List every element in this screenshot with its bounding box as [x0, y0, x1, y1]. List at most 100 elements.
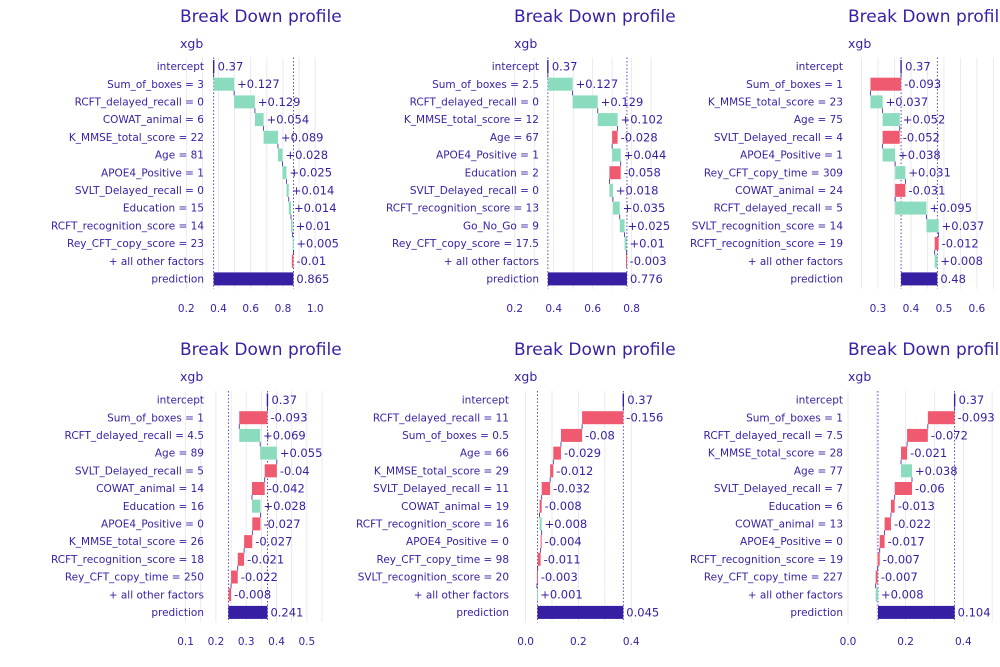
panel-3-contribution-bar [882, 148, 896, 162]
panel-5-variable-label: Sum_of_boxes = 0.5 [402, 430, 509, 442]
panel-3-variable-label: K_MMSE_total_score = 23 [708, 97, 843, 109]
panel-1-variable-label: RCFT_delayed_recall = 0 [75, 97, 204, 109]
panel-1-variable-label: Sum_of_boxes = 3 [107, 79, 204, 91]
panel-1-value-label: +0.01 [296, 219, 331, 233]
panel-2-variable-label: Education = 2 [465, 167, 539, 179]
panel-5-variable-label: SVLT_recognition_score = 20 [358, 572, 509, 584]
panel-2-variable-label: RCFT_recognition_score = 13 [386, 203, 539, 215]
panel-2-subtitle: xgb [514, 36, 537, 51]
panel-5-value-label: +0.001 [540, 588, 583, 602]
panel-3-contribution-bar [882, 113, 900, 127]
panel-5-value-label: -0.032 [553, 482, 590, 496]
panel-6-value-label: -0.022 [894, 517, 931, 531]
panel-5-title: Break Down profile [514, 340, 676, 360]
panel-5-value-label: -0.08 [585, 428, 615, 442]
panel-5-value-label: -0.012 [556, 464, 593, 478]
panel-2-value-label: +0.035 [623, 201, 666, 215]
panel-3-contribution-bar [882, 130, 900, 144]
panel-5-variable-label: prediction [456, 607, 509, 619]
panel-1-tick-label: 0.4 [210, 303, 227, 315]
panel-3-contribution-bar [895, 201, 927, 215]
panel-2-contribution-bar [597, 113, 618, 127]
panel-1-value-label: 0.37 [218, 60, 244, 74]
panel-5-contribution-bar [550, 464, 554, 478]
panel-3-contribution-bar [895, 166, 906, 180]
panel-3-value-label: -0.052 [903, 130, 940, 144]
panel-2-value-label: +0.018 [616, 183, 659, 197]
panel-1-contribution-bar [263, 130, 278, 144]
panel-4-contribution-bar [239, 428, 261, 442]
panel-5-subtitle: xgb [514, 369, 537, 384]
panel-2-tick-label: 0.8 [623, 303, 640, 315]
panel-4-value-label: -0.027 [263, 517, 300, 531]
panel-1-contribution-bar [291, 219, 293, 233]
panel-5-variable-label: RCFT_delayed_recall = 11 [373, 412, 509, 424]
panel-6-value-label: 0.37 [959, 393, 985, 407]
panel-2-variable-label: + all other factors [444, 256, 539, 268]
panel-4-contribution-bar [228, 588, 232, 602]
panel-4-value-label: -0.093 [270, 411, 307, 425]
panel-4-prediction-bar [228, 605, 268, 619]
panel-3-variable-label: prediction [790, 274, 843, 286]
panel-6-value-label: -0.072 [931, 428, 968, 442]
panel-1-value-label: +0.054 [267, 113, 310, 127]
panel-4-title: Break Down profile [180, 340, 342, 360]
panel-5-variable-label: RCFT_recognition_score = 16 [356, 519, 509, 531]
panel-5-tick-label: 0.0 [517, 636, 534, 648]
panel-6-tick-label: 0.4 [955, 636, 972, 648]
panel-2-variable-label: RCFT_delayed_recall = 0 [410, 97, 539, 109]
panel-4-tick-label: 0.5 [298, 636, 315, 648]
panel-3-variable-label: Age = 75 [794, 114, 843, 126]
panel-5-contribution-bar [536, 588, 538, 602]
panel-6-value-label: -0.013 [898, 499, 935, 513]
panel-4-contribution-bar [251, 482, 265, 495]
panel-4-value-label: +0.028 [263, 499, 306, 513]
panel-4-variable-label: Education = 16 [123, 501, 204, 513]
panel-5-contribution-bar [537, 552, 541, 566]
panel-6-variable-label: K_MMSE_total_score = 28 [708, 448, 843, 460]
panel-4-variable-label: K_MMSE_total_score = 26 [69, 536, 204, 548]
panel-1-contribution-bar [291, 254, 294, 268]
panel-4-variable-label: Rey_CFT_copy_time = 250 [65, 572, 204, 584]
panel-4-variable-label: Sum_of_boxes = 1 [107, 412, 204, 424]
panel-5-variable-label: K_MMSE_total_score = 29 [374, 465, 509, 477]
panel-6-value-label: -0.06 [915, 482, 945, 496]
panel-3-variable-label: COWAT_animal = 24 [735, 185, 843, 197]
panel-4-value-label: -0.027 [255, 535, 292, 549]
panel-1-value-label: +0.127 [237, 77, 280, 91]
panel-6-contribution-bar [907, 428, 928, 442]
panel-3-value-label: -0.012 [942, 237, 979, 251]
panel-5-value-label: -0.004 [545, 535, 582, 549]
panel-6-contribution-bar [875, 570, 878, 584]
panel-1-value-label: +0.014 [294, 201, 337, 215]
panel-4-value-label: -0.021 [247, 552, 284, 566]
panel-1-tick-label: 0.2 [178, 303, 195, 315]
panel-3-value-label: 0.48 [940, 272, 966, 286]
panel-5-tick-label: 0.4 [623, 636, 640, 648]
panel-2-value-label: 0.776 [630, 272, 663, 286]
panel-1-subtitle: xgb [180, 36, 203, 51]
panel-6-value-label: -0.093 [958, 411, 995, 425]
panel-5-prediction-bar [537, 605, 624, 619]
panel-4-value-label: 0.37 [271, 393, 297, 407]
panel-1-value-label: +0.089 [281, 130, 324, 144]
panel-4-subtitle: xgb [180, 369, 203, 384]
panel-5-variable-label: COWAT_animal = 19 [401, 501, 509, 513]
panel-5-tick-label: 0.2 [570, 636, 587, 648]
panel-2-contribution-bar [619, 219, 625, 233]
panel-2-contribution-bar [609, 183, 613, 197]
panel-3-value-label: -0.031 [908, 183, 945, 197]
panel-2-value-label: +0.01 [630, 237, 665, 251]
panel-5-variable-label: Rey_CFT_copy_time = 98 [377, 554, 509, 566]
panel-6-value-label: 0.104 [958, 605, 991, 619]
panel-2-tick-label: 0.6 [584, 303, 601, 315]
panel-2-contribution-bar [547, 77, 573, 91]
panel-2-variable-label: APOE4_Positive = 1 [436, 150, 539, 162]
panel-6-variable-label: intercept [796, 395, 843, 407]
panel-6-prediction-bar [877, 605, 955, 619]
panel-3-variable-label: RCFT_delayed_recall = 5 [714, 203, 843, 215]
panel-5-variable-label: APOE4_Positive = 0 [406, 536, 509, 548]
panel-3-tick-label: 0.3 [870, 303, 887, 315]
panel-6-subtitle: xgb [848, 369, 871, 384]
